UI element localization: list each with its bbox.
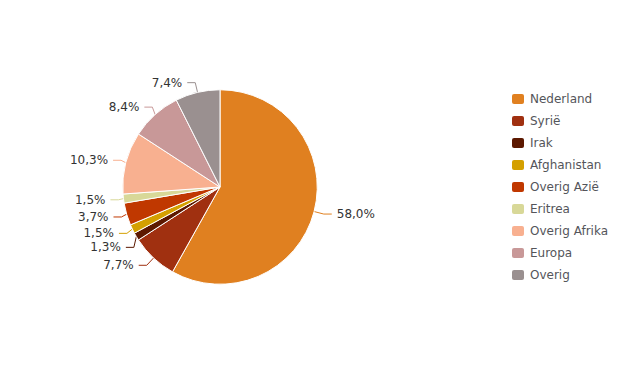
svg-text:58,0%: 58,0% — [337, 207, 375, 221]
svg-text:Nederland: Nederland — [530, 92, 592, 106]
svg-text:Afghanistan: Afghanistan — [530, 158, 601, 172]
svg-text:Eritrea: Eritrea — [530, 202, 570, 216]
svg-text:1,5%: 1,5% — [83, 226, 114, 240]
svg-text:10,3%: 10,3% — [70, 153, 108, 167]
svg-text:Overig: Overig — [530, 268, 570, 282]
svg-text:Overig Azië: Overig Azië — [530, 180, 599, 194]
svg-text:1,3%: 1,3% — [90, 240, 121, 254]
svg-text:7,7%: 7,7% — [103, 258, 134, 272]
svg-text:1,5%: 1,5% — [75, 193, 106, 207]
svg-text:Syrië: Syrië — [530, 114, 560, 128]
svg-text:Overig Afrika: Overig Afrika — [530, 224, 608, 238]
svg-text:Europa: Europa — [530, 246, 572, 260]
svg-text:8,4%: 8,4% — [109, 100, 140, 114]
svg-text:3,7%: 3,7% — [78, 210, 109, 224]
svg-text:Irak: Irak — [530, 136, 553, 150]
svg-text:7,4%: 7,4% — [152, 76, 183, 90]
